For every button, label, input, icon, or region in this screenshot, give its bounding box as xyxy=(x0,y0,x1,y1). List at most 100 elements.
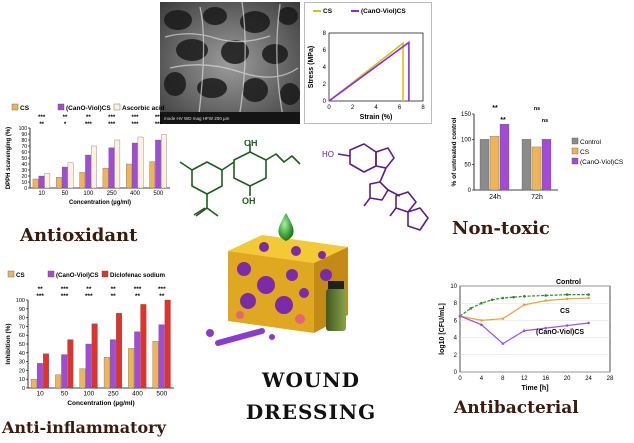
significance-label: ** xyxy=(135,293,141,300)
bar--cano-viol-cs-400 xyxy=(131,142,138,189)
x-tick-label: 4 xyxy=(480,376,484,382)
x-tick-label: 50 xyxy=(61,391,69,398)
significance-label: ** xyxy=(39,122,44,128)
x-tick-label: 28 xyxy=(607,376,614,382)
significance-label: *** xyxy=(108,122,116,128)
data-point xyxy=(501,317,505,320)
significance-label: ** xyxy=(63,115,68,121)
x-tick-label: 400 xyxy=(132,391,143,398)
curve-label-1: CS xyxy=(560,308,570,315)
bar-diclofenac-sodium-250 xyxy=(116,313,122,389)
data-point xyxy=(587,293,590,296)
anti-inflammatory-title: Anti-inflammatory xyxy=(2,418,166,437)
data-point xyxy=(469,307,473,310)
y-tick-label: 6 xyxy=(323,48,327,54)
y-tick-label: 2 xyxy=(454,353,458,359)
bar-diclofenac-sodium-400 xyxy=(140,304,147,389)
curve-label-0: Control xyxy=(556,279,581,286)
bar-cs-10 xyxy=(30,379,37,389)
significance-label: *** xyxy=(158,286,166,293)
y-tick-label: 2 xyxy=(323,82,327,88)
significance-label: *** xyxy=(38,115,46,121)
legend-label-2: Diclofenac sodium xyxy=(110,272,166,279)
y-tick-label: 4 xyxy=(323,65,327,71)
bar-control-72h xyxy=(521,139,532,191)
x-tick-label: 100 xyxy=(83,191,94,197)
legend-label-1: CS xyxy=(580,149,590,156)
legend-label-2: Ascorbic acid xyxy=(122,105,165,112)
x-tick-label: 10 xyxy=(37,391,45,398)
data-point xyxy=(522,295,526,298)
x-tick-label: 4 xyxy=(374,105,378,111)
bar-cs-72h xyxy=(531,146,542,191)
y-tick-label: 0 xyxy=(24,186,27,192)
y-tick-label: 150 xyxy=(461,112,472,118)
y-axis-label: Inhibition (%) xyxy=(5,323,12,364)
ho-label: HO xyxy=(322,150,334,159)
y-tick-label: 30 xyxy=(19,360,25,366)
legend-label-0: CS xyxy=(20,105,30,112)
significance-label: ** xyxy=(159,293,165,300)
x-tick-label: 0 xyxy=(327,105,331,111)
x-tick-label: 24 xyxy=(585,376,592,382)
bar-ascorbic-acid-500 xyxy=(161,134,167,189)
non-toxic-chart-panel: 0 50 100 150 24h ** ** 72h ns ns % of untreated co… xyxy=(448,100,634,218)
y-tick-label: 70 xyxy=(19,324,25,330)
antibacterial-title: Antibacterial xyxy=(454,398,579,418)
data-point xyxy=(565,293,569,296)
bar--cano-viol-cs-50 xyxy=(61,166,68,189)
data-point xyxy=(480,323,483,326)
y-tick-label: 0 xyxy=(323,99,327,105)
y-axis-label: Stress (MPa) xyxy=(308,46,315,88)
x-tick-label: 10 xyxy=(38,191,45,197)
significance-label: ** xyxy=(38,286,44,293)
significance-label: *** xyxy=(85,293,93,300)
bar--cano-viol-cs-100 xyxy=(85,343,92,389)
bar-ascorbic-acid-250 xyxy=(114,139,121,189)
bar-diclofenac-sodium-500 xyxy=(164,299,171,389)
significance-label: *** xyxy=(131,122,139,128)
x-tick-label: 500 xyxy=(153,191,164,197)
data-point xyxy=(587,296,590,300)
y-tick-label: 0 xyxy=(22,386,25,392)
data-point xyxy=(522,329,526,333)
y-tick-label: 60 xyxy=(21,150,27,156)
y-tick-label: 20 xyxy=(19,368,25,374)
significance-label: *** xyxy=(61,286,69,293)
data-point xyxy=(544,294,548,297)
x-axis-label: Concentration (µg/ml) xyxy=(69,200,131,206)
bar-diclofenac-sodium-10 xyxy=(43,353,49,389)
data-point xyxy=(480,301,483,305)
bar--cano-viol-cs-10 xyxy=(36,363,43,389)
x-tick-label: 8 xyxy=(501,376,505,382)
legend-label-0: Control xyxy=(580,139,602,146)
data-point xyxy=(480,319,483,322)
bar--cano-viol-cs-500 xyxy=(158,324,165,389)
bar-diclofenac-sodium-100 xyxy=(91,323,98,389)
bar--cano-viol-cs-250 xyxy=(109,339,116,389)
x-tick-label: 500 xyxy=(156,391,167,398)
dressing-word: DRESSING xyxy=(245,400,377,424)
legend-label-2: (CanO-Viol)CS xyxy=(580,159,624,166)
y-tick-label: 50 xyxy=(21,156,27,162)
y-tick-label: 30 xyxy=(21,168,27,174)
y-axis-label: DPPH scavenging (%) xyxy=(6,127,12,189)
wound-word: WOUND xyxy=(262,368,360,392)
sem-scale-text: mode HV WD mag HFW 200 µm xyxy=(164,116,230,121)
bar-control-24h xyxy=(479,139,490,191)
y-axis-label: log10 [CFU/mL] xyxy=(439,303,446,355)
y-tick-label: 60 xyxy=(19,333,25,339)
x-tick-label: 100 xyxy=(83,391,94,398)
bar-cs-10 xyxy=(32,178,39,189)
data-point xyxy=(490,298,494,302)
bar-cs-250 xyxy=(102,168,109,189)
bar--cano-viol-cs-500 xyxy=(155,139,161,189)
y-tick-label: 10 xyxy=(21,180,27,186)
significance-label: * xyxy=(64,122,67,128)
y-tick-label: 80 xyxy=(21,138,27,144)
significance-label: ** xyxy=(86,286,92,293)
data-point xyxy=(522,303,526,307)
oh-label: OH xyxy=(242,196,256,206)
